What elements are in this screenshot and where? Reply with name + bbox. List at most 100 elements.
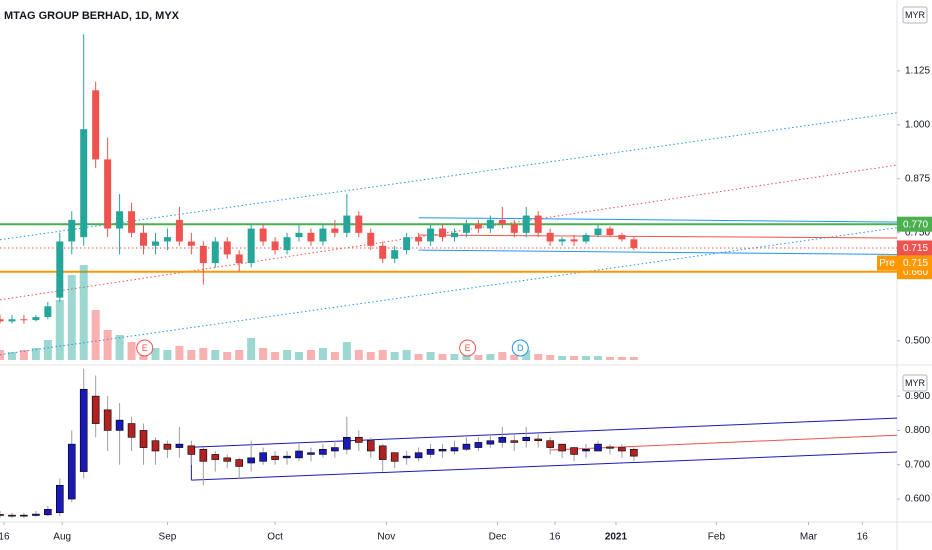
candle-body xyxy=(151,241,159,246)
candle-body xyxy=(103,409,112,431)
candle-body xyxy=(211,241,219,264)
candle-body xyxy=(271,455,279,460)
candle-body xyxy=(8,319,16,322)
candle-body xyxy=(295,232,303,238)
currency-box xyxy=(902,374,928,392)
candle-body xyxy=(462,443,471,450)
candle-body xyxy=(151,440,160,452)
volume-bar xyxy=(582,356,591,360)
candle-body xyxy=(343,436,351,450)
candle-body xyxy=(570,239,578,242)
y-tick-label: 1.000 xyxy=(905,119,930,130)
volume-bar xyxy=(55,300,64,360)
volume-bar xyxy=(67,275,76,360)
candle-body xyxy=(594,443,602,452)
candle-body xyxy=(379,245,387,259)
event-label: E xyxy=(142,343,148,353)
candle-body xyxy=(91,395,100,424)
volume-bar xyxy=(498,352,507,360)
candle-body xyxy=(44,306,52,318)
x-tick-label: 16 xyxy=(0,532,10,543)
candle-body xyxy=(366,440,375,452)
candle-body xyxy=(331,447,339,452)
candle-body xyxy=(486,440,495,445)
candle-body xyxy=(223,241,231,255)
volume-bar xyxy=(438,354,447,360)
candle-body xyxy=(343,215,351,233)
volume-bar xyxy=(127,342,136,360)
pre-market-label: 0.715 xyxy=(903,258,928,269)
candle-body xyxy=(474,442,483,448)
candle-body xyxy=(307,232,315,242)
volume-bar xyxy=(342,342,351,360)
candle-body xyxy=(115,419,124,431)
candle-body xyxy=(127,423,136,438)
candle-body xyxy=(295,450,303,459)
volume-bar xyxy=(486,354,495,360)
y-tick-label: 0.875 xyxy=(905,173,930,184)
volume-bar xyxy=(570,356,579,360)
candle-body xyxy=(271,241,279,251)
candle-body xyxy=(235,459,243,467)
y-tick-label: 0.700 xyxy=(905,459,930,470)
level-label: 0.770 xyxy=(903,219,928,230)
candle-body xyxy=(259,228,267,242)
candle-body xyxy=(390,452,399,462)
volume-bar xyxy=(295,352,303,360)
candle-body xyxy=(403,237,411,251)
x-tick-label: Mar xyxy=(800,532,818,543)
candle-body xyxy=(498,219,506,225)
candle-body xyxy=(175,443,184,448)
candle-body xyxy=(307,452,315,455)
trendline xyxy=(191,417,898,448)
candle-body xyxy=(391,250,399,259)
candle-body xyxy=(319,448,327,455)
volume-bar xyxy=(43,340,52,360)
volume-bar xyxy=(247,338,256,360)
volume-bar xyxy=(235,350,244,360)
x-tick-label: Dec xyxy=(489,532,507,543)
candle-body xyxy=(582,448,590,452)
pre-market-box xyxy=(897,255,932,271)
volume-bar xyxy=(546,355,555,360)
volume-bar xyxy=(223,352,232,360)
candle-body xyxy=(67,443,76,500)
candle-body xyxy=(187,445,196,455)
candle-body xyxy=(223,457,232,462)
candle-body xyxy=(104,159,112,229)
candle-body xyxy=(630,239,638,248)
candle-body xyxy=(498,436,507,443)
candle-body xyxy=(32,317,40,321)
candle-body xyxy=(20,319,28,321)
volume-bar xyxy=(402,350,411,360)
candle-body xyxy=(618,447,626,452)
candle-body xyxy=(116,211,124,229)
candle-body xyxy=(235,254,243,264)
volume-bar xyxy=(354,350,363,360)
candle-body xyxy=(486,219,494,229)
candle-body xyxy=(474,224,482,229)
volume-bar xyxy=(163,350,172,360)
candle-body xyxy=(546,232,554,242)
volume-bar xyxy=(151,348,160,360)
trendline xyxy=(418,234,898,239)
candle-body xyxy=(630,448,638,457)
y-tick-label: 0.750 xyxy=(905,227,930,238)
volume-bar xyxy=(522,350,531,360)
volume-bar xyxy=(7,352,16,360)
event-marker xyxy=(136,339,154,357)
candle-body xyxy=(247,228,255,264)
candle-body xyxy=(0,319,4,322)
candle-body xyxy=(426,448,435,455)
candle-body xyxy=(606,228,614,235)
volume-bar xyxy=(103,330,112,360)
candle-body xyxy=(355,215,363,233)
y-tick-label: 0.500 xyxy=(905,335,930,346)
candle-body xyxy=(187,241,195,246)
candle-body xyxy=(55,485,64,514)
volume-bar xyxy=(534,354,543,360)
volume-bar xyxy=(558,356,567,360)
volume-bar xyxy=(450,354,459,360)
